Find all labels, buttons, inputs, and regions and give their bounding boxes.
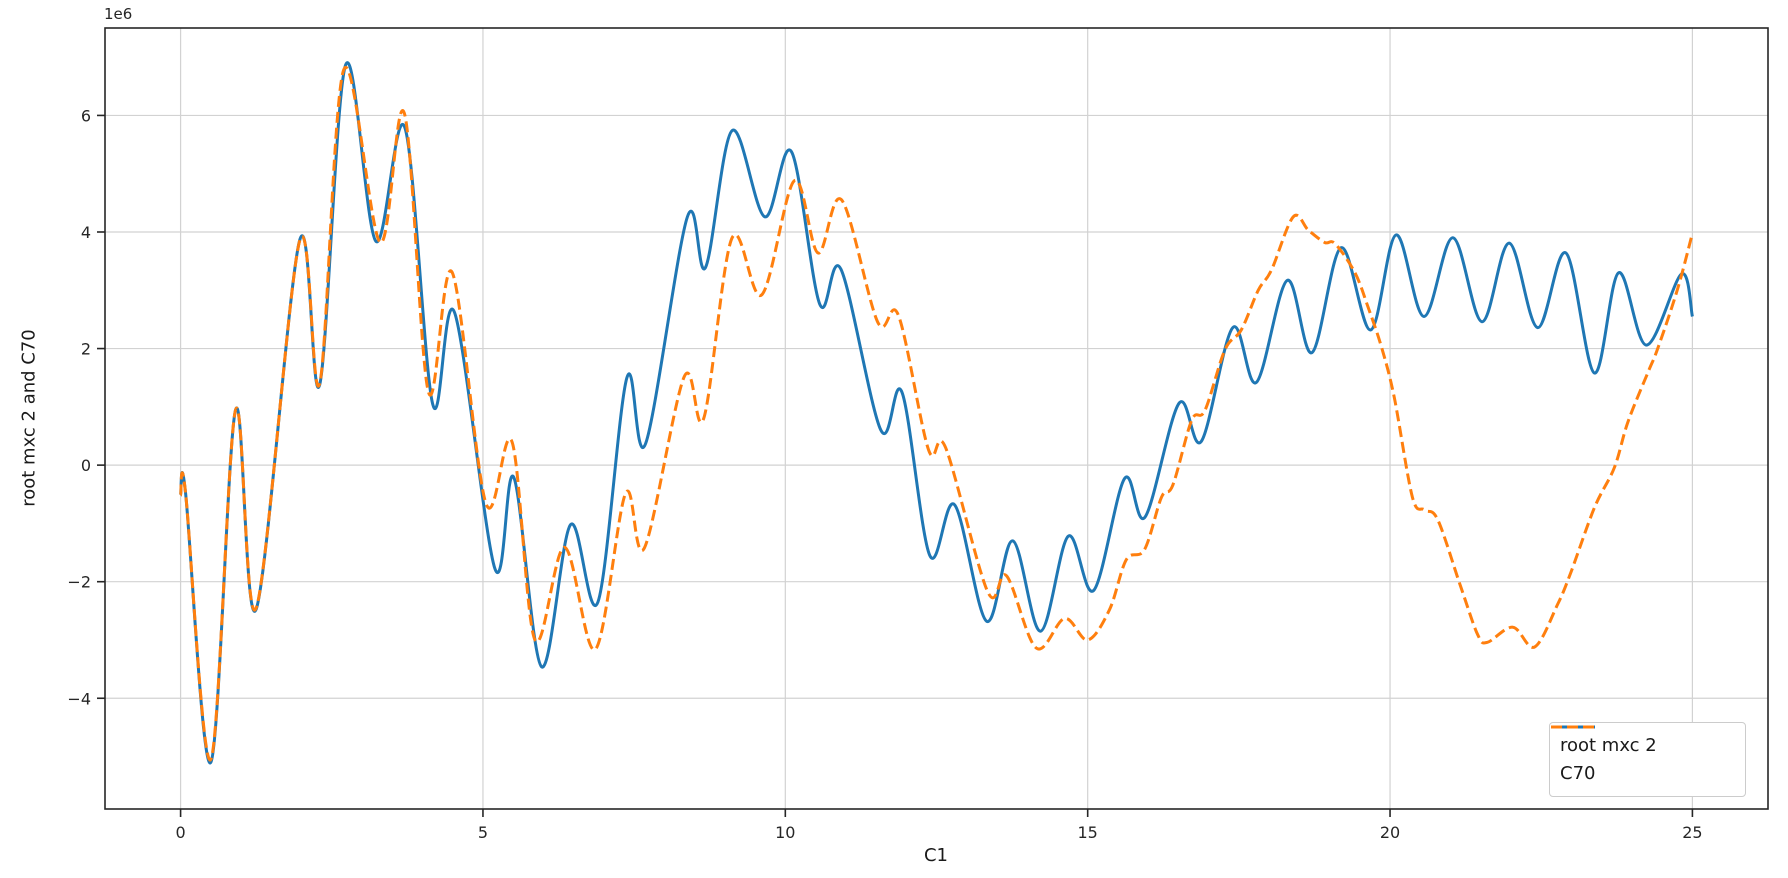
x-tick-label: 5: [478, 823, 488, 842]
legend: root mxc 2 C70: [1549, 722, 1746, 797]
x-axis-label: C1: [923, 845, 949, 866]
y-tick-label: 2: [81, 340, 91, 359]
y-tick-label: 0: [81, 456, 91, 475]
y-tick-label: −4: [67, 689, 91, 708]
legend-entry-1: C70: [1551, 725, 1735, 785]
x-tick-label: 25: [1682, 823, 1702, 842]
y-axis-label: root mxc 2 and C70: [18, 329, 40, 507]
y-tick-label: 4: [81, 223, 91, 242]
series-line-1-C70: [179, 65, 1694, 762]
legend-entry-0: root mxc 2: [1551, 725, 1735, 756]
y-tick-label: −2: [67, 573, 91, 592]
series-line-0-root-mxc-2: [179, 61, 1694, 764]
legend-line-sample-dashed: [1551, 725, 1595, 729]
x-tick-label: 15: [1078, 823, 1098, 842]
x-tick-label: 0: [175, 823, 185, 842]
y-tick-label: 6: [81, 106, 91, 125]
x-tick-label: 20: [1380, 823, 1400, 842]
y-axis-offset-label: 1e6: [104, 5, 133, 23]
axes-spines: [104, 27, 1769, 810]
x-tick-label: 10: [775, 823, 795, 842]
legend-label-0: root mxc 2: [1560, 734, 1657, 756]
legend-label-1: C70: [1560, 763, 1596, 785]
